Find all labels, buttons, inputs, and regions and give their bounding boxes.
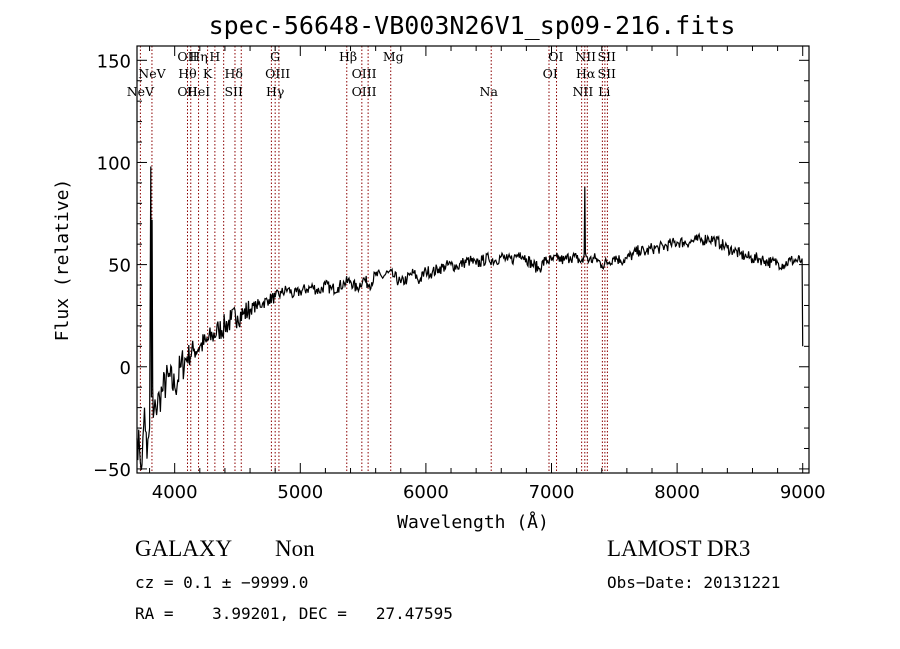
line-marker-label: NeV bbox=[138, 66, 166, 81]
x-tick-label: 4000 bbox=[152, 482, 198, 503]
line-marker-label: OI bbox=[543, 66, 558, 81]
y-tick-label: 0 bbox=[120, 358, 131, 379]
y-axis-ticks: −50 0 50 100 150 bbox=[93, 51, 809, 481]
line-marker-label: OII bbox=[177, 84, 197, 99]
line-marker-label: NII bbox=[575, 49, 596, 64]
x-axis-label: Wavelength (Å) bbox=[397, 511, 549, 533]
chart-title: spec-56648-VB003N26V1_sp09-216.fits bbox=[209, 11, 736, 40]
line-marker-label: Hδ bbox=[224, 66, 242, 81]
plot-frame bbox=[136, 45, 810, 474]
line-marker-label: SII bbox=[598, 49, 617, 64]
line-marker-label: SII bbox=[598, 66, 617, 81]
x-axis-ticks: 4000 5000 6000 7000 8000 9000 bbox=[149, 46, 826, 503]
line-marker-label: Hγ bbox=[266, 84, 284, 99]
y-tick-label: −50 bbox=[93, 460, 131, 481]
y-tick-label: 150 bbox=[97, 51, 131, 72]
x-tick-label: 9000 bbox=[780, 482, 826, 503]
line-marker-label: OIII bbox=[352, 84, 377, 99]
line-marker-label: Li bbox=[598, 84, 610, 99]
y-axis-label: Flux (relative) bbox=[52, 179, 73, 342]
redshift-readout: cz = 0.1 ± −9999.0 bbox=[135, 573, 309, 592]
y-tick-label: 100 bbox=[97, 153, 131, 174]
x-tick-label: 7000 bbox=[529, 482, 575, 503]
object-class: GALAXY bbox=[135, 536, 233, 561]
line-marker-label: Mg bbox=[383, 49, 404, 64]
y-tick-label: 50 bbox=[108, 256, 131, 277]
line-marker-label: HeI bbox=[187, 84, 210, 99]
line-marker-label: SII bbox=[224, 84, 243, 99]
line-marker-label: Na bbox=[480, 84, 499, 99]
line-marker-label: NeV bbox=[127, 84, 155, 99]
line-marker-label: OIII bbox=[352, 66, 377, 81]
emission-line-markers bbox=[139, 46, 608, 473]
survey-name: LAMOST DR3 bbox=[607, 536, 751, 561]
line-marker-label: OII bbox=[177, 49, 197, 64]
line-marker-label: Hθ bbox=[178, 66, 196, 81]
line-marker-label: OI bbox=[548, 49, 563, 64]
x-tick-label: 5000 bbox=[277, 482, 323, 503]
line-marker-label: G bbox=[270, 49, 280, 64]
line-marker-label: H bbox=[209, 49, 220, 64]
line-marker-label: OIII bbox=[265, 66, 290, 81]
line-marker-label: Hβ bbox=[339, 49, 357, 64]
line-marker-label: Hα bbox=[576, 66, 596, 81]
line-marker-label: Hη bbox=[189, 49, 207, 64]
object-subclass: Non bbox=[275, 536, 315, 561]
x-tick-label: 6000 bbox=[403, 482, 449, 503]
line-marker-label: NII bbox=[572, 84, 593, 99]
line-marker-labels: NeVNeVOIIHθOIIHηHeIKHHδSIIGOIIIHγHβOIIIO… bbox=[127, 49, 616, 99]
coordinates-readout: RA = 3.99201, DEC = 27.47595 bbox=[135, 604, 453, 623]
observation-date: Obs−Date: 20131221 bbox=[607, 573, 781, 592]
x-tick-label: 8000 bbox=[654, 482, 700, 503]
spectrum-line bbox=[136, 166, 804, 471]
line-marker-label: K bbox=[203, 66, 213, 81]
